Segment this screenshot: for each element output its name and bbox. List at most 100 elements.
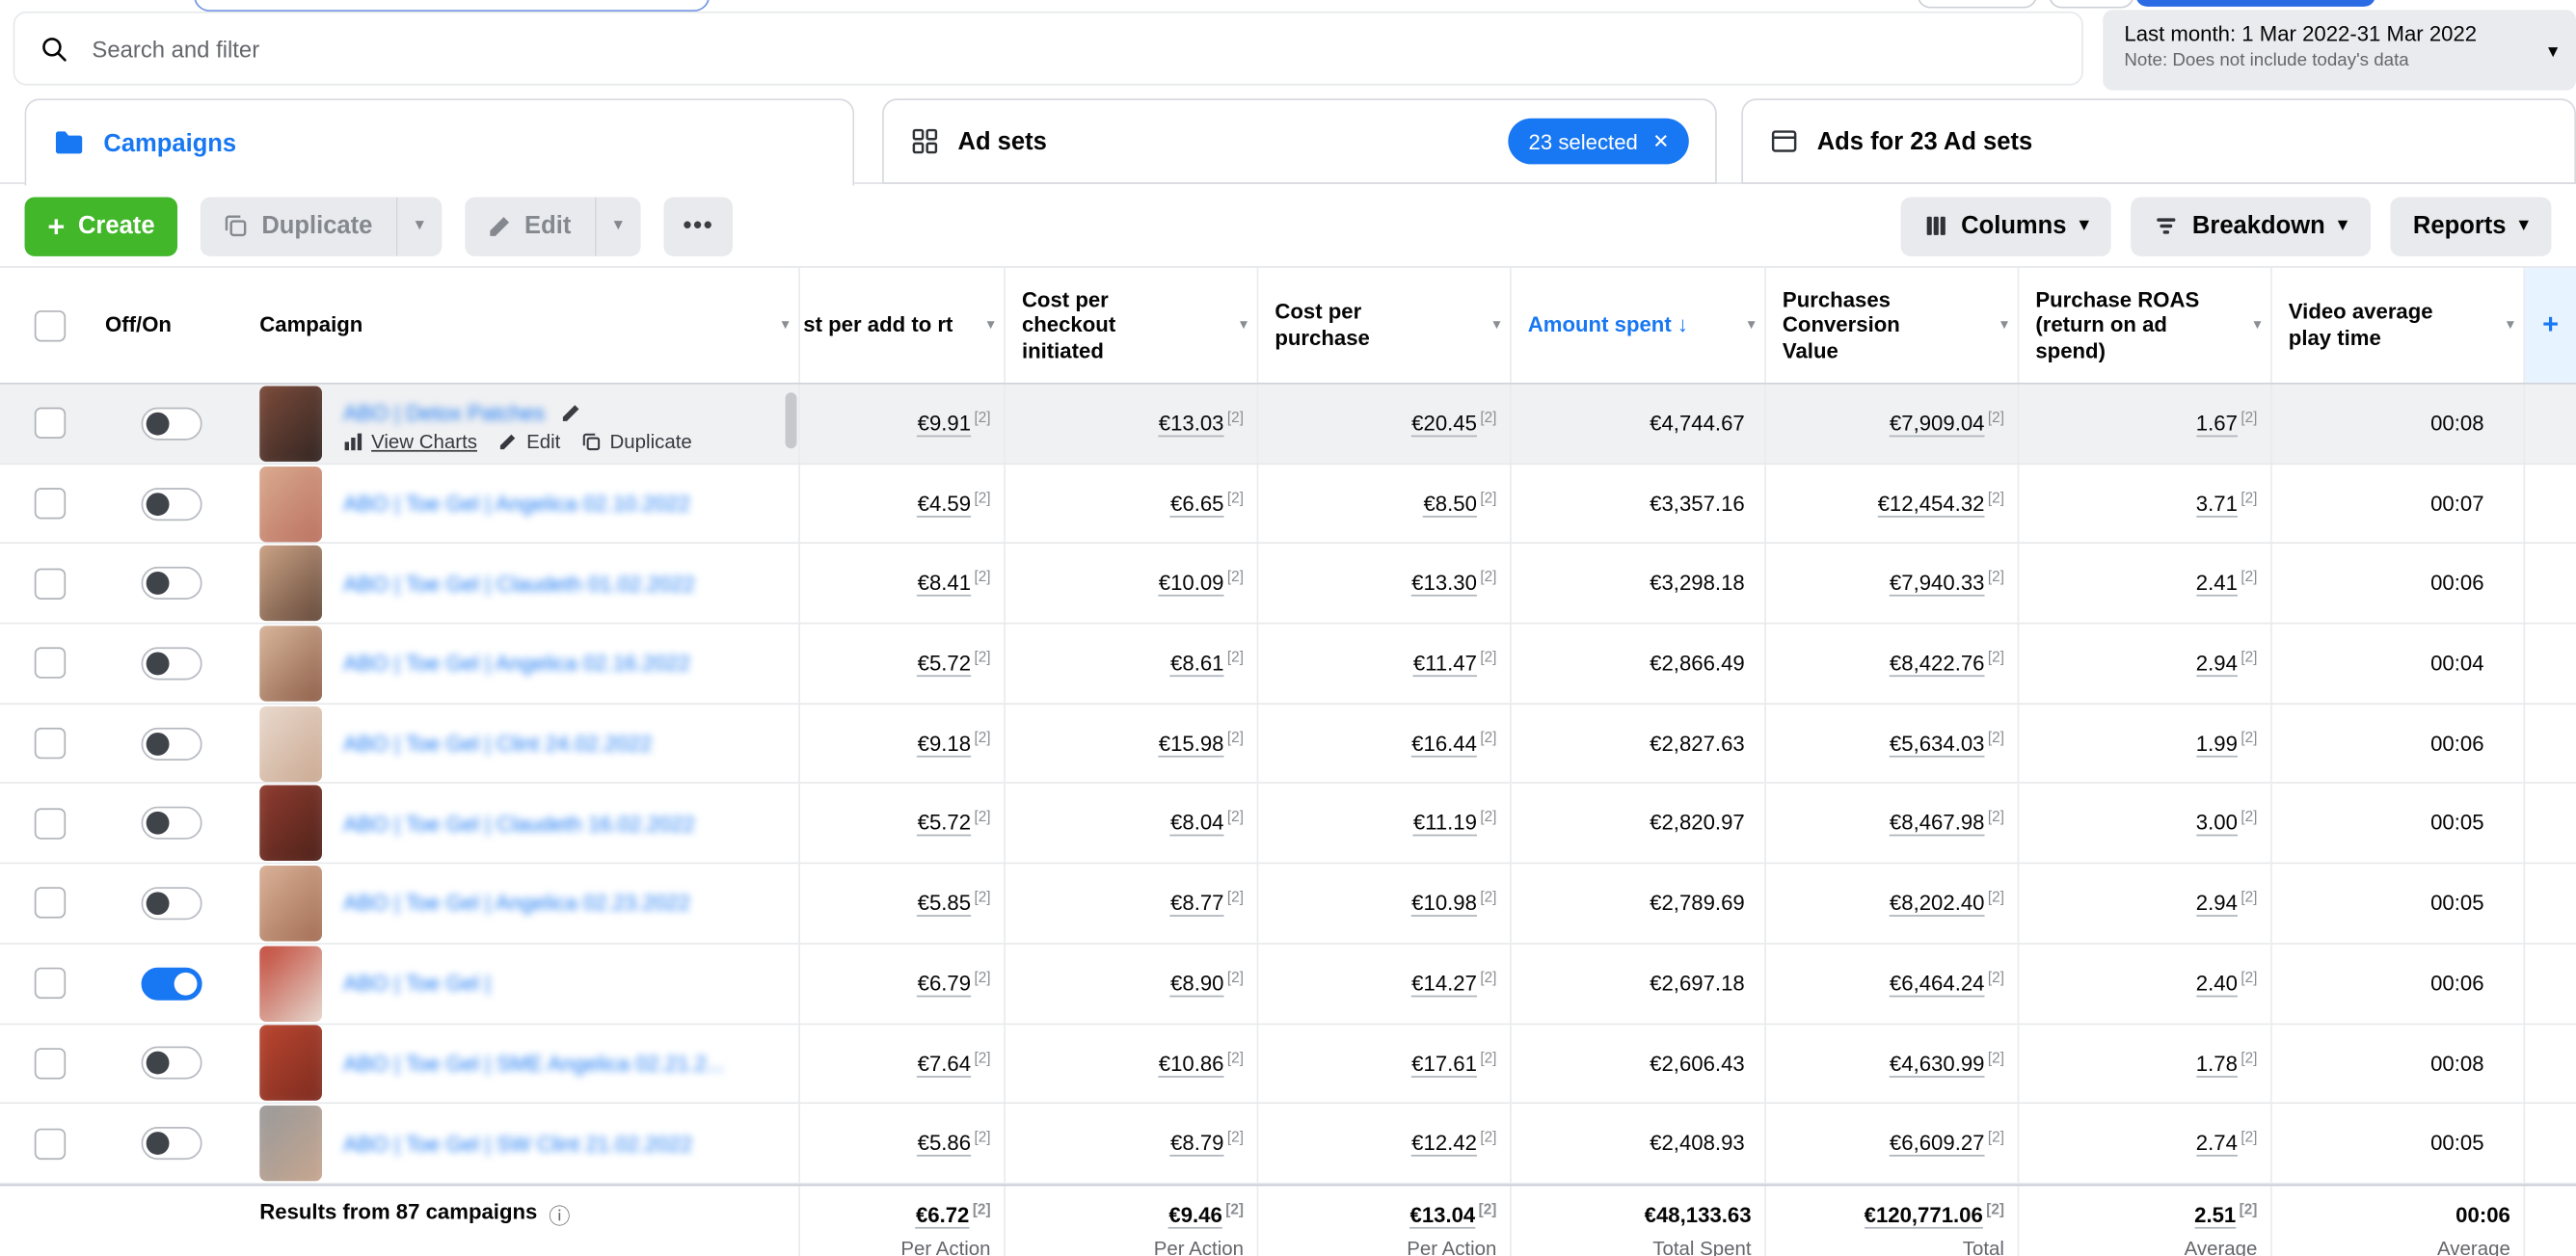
column-header-campaign[interactable]: Campaign ▼ — [243, 267, 800, 384]
sort-caret-icon[interactable]: ▼ — [1998, 317, 2011, 333]
metric-value[interactable]: €8.41 — [917, 570, 972, 598]
metric-value[interactable]: €5.72 — [917, 650, 972, 678]
tab-ads[interactable]: Ads for 23 Ad sets — [1741, 98, 2576, 184]
metric-value[interactable]: €8.90 — [1170, 970, 1224, 998]
campaign-name-link[interactable]: ABO | Toe Gel | Angelica 02.16.2022 — [343, 651, 690, 677]
add-column-header[interactable]: + — [2525, 267, 2576, 384]
column-header-purchase-roas[interactable]: Purchase ROAS (return on ad spend) ▼ — [2019, 267, 2272, 384]
metric-value[interactable]: €9.91 — [917, 411, 972, 438]
info-icon[interactable]: ⓘ — [549, 1203, 571, 1229]
column-header-cost-per-checkout[interactable]: Cost per checkout initiated ▼ — [1006, 267, 1259, 384]
metric-value[interactable]: 3.71 — [2195, 490, 2238, 518]
metric-value[interactable]: €11.47 — [1412, 650, 1477, 678]
metric-value[interactable]: 2.41 — [2195, 570, 2238, 598]
metric-value[interactable]: €9.18 — [917, 730, 972, 758]
metric-value[interactable]: €20.45 — [1411, 411, 1477, 438]
tab-ad-sets[interactable]: Ad sets 23 selected ✕ — [882, 98, 1717, 184]
metric-value[interactable]: €6,464.24 — [1889, 970, 1985, 998]
off-on-toggle[interactable] — [140, 727, 201, 761]
sort-caret-icon[interactable]: ▼ — [983, 317, 998, 333]
clear-selection-icon[interactable]: ✕ — [1652, 129, 1670, 153]
row-checkbox[interactable] — [33, 488, 66, 520]
metric-value[interactable]: €8.77 — [1170, 890, 1224, 918]
metric-value[interactable]: €6.65 — [1170, 490, 1224, 518]
metric-value[interactable]: 1.78 — [2195, 1050, 2238, 1078]
row-checkbox[interactable] — [33, 648, 66, 680]
column-header-purchases-conversion-value[interactable]: Purchases Conversion Value ▼ — [1766, 267, 2020, 384]
select-all-checkbox[interactable] — [33, 309, 66, 341]
reports-button[interactable]: Reports ▾ — [2390, 196, 2552, 255]
row-checkbox[interactable] — [33, 1127, 66, 1160]
row-checkbox[interactable] — [33, 1047, 66, 1080]
duplicate-button[interactable]: Duplicate — [201, 196, 396, 255]
more-actions-button[interactable]: ••• — [663, 196, 734, 255]
metric-value[interactable]: €4.59 — [917, 490, 972, 518]
campaign-name-link[interactable]: ABO | Toe Gel | Claudeth 16.02.2022 — [343, 811, 695, 837]
metric-value[interactable]: €8.04 — [1170, 810, 1224, 838]
off-on-toggle[interactable] — [140, 887, 201, 921]
column-header-cost-per-purchase[interactable]: Cost per purchase ▼ — [1258, 267, 1512, 384]
metric-value[interactable]: 2.74 — [2195, 1130, 2238, 1157]
duplicate-dropdown-button[interactable]: ▾ — [395, 196, 443, 255]
metric-value[interactable]: €12.42 — [1411, 1130, 1477, 1157]
metric-value[interactable]: €10.98 — [1411, 890, 1477, 918]
create-button[interactable]: + Create — [24, 196, 178, 255]
row-checkbox[interactable] — [33, 728, 66, 760]
metric-value[interactable]: €13.30 — [1411, 570, 1477, 598]
campaign-name-link[interactable]: ABO | Toe Gel | Clint 24.02.2022 — [343, 731, 653, 757]
search-and-filter-bar[interactable]: Search and filter — [13, 11, 2083, 86]
metric-value[interactable]: €5.86 — [917, 1130, 972, 1157]
metric-value[interactable]: €7.64 — [917, 1050, 972, 1078]
sort-caret-icon[interactable]: ▼ — [2250, 317, 2265, 333]
metric-value[interactable]: €4,630.99 — [1889, 1050, 1985, 1078]
off-on-toggle[interactable] — [140, 1047, 201, 1081]
metric-value[interactable]: 1.67 — [2195, 411, 2238, 438]
metric-value[interactable]: €5.85 — [917, 890, 972, 918]
metric-value[interactable]: €15.98 — [1158, 730, 1224, 758]
metric-value[interactable]: €17.61 — [1411, 1050, 1477, 1078]
metric-value[interactable]: 1.99 — [2195, 730, 2238, 758]
metric-value[interactable]: €10.09 — [1158, 570, 1224, 598]
tab-campaigns[interactable]: Campaigns — [24, 98, 855, 186]
metric-value[interactable]: €8,422.76 — [1889, 650, 1985, 678]
campaign-name-link[interactable]: ABO | Toe Gel | SW Clint 21.02.2022 — [343, 1131, 693, 1156]
metric-value[interactable]: €8.61 — [1170, 650, 1224, 678]
off-on-toggle[interactable] — [140, 407, 201, 441]
metric-value[interactable]: €6.79 — [917, 970, 972, 998]
metric-value[interactable]: 3.00 — [2195, 810, 2238, 838]
row-checkbox[interactable] — [33, 888, 66, 920]
metric-value[interactable]: €7,909.04 — [1889, 411, 1985, 438]
metric-value[interactable]: €8,202.40 — [1889, 890, 1985, 918]
search-input[interactable]: Search and filter — [92, 35, 260, 62]
columns-button[interactable]: Columns ▾ — [1900, 196, 2112, 255]
row-checkbox[interactable] — [33, 808, 66, 840]
campaign-name-link[interactable]: ABO | Toe Gel | Angelica 02.23.2022 — [343, 891, 690, 916]
off-on-toggle[interactable] — [140, 967, 201, 1001]
metric-value[interactable]: 2.94 — [2195, 650, 2238, 678]
date-range-picker[interactable]: Last month: 1 Mar 2022-31 Mar 2022 Note:… — [2103, 10, 2576, 91]
off-on-toggle[interactable] — [140, 647, 201, 681]
metric-value[interactable]: €16.44 — [1411, 730, 1477, 758]
sort-caret-icon[interactable]: ▼ — [1489, 317, 1504, 333]
metric-value[interactable]: €12,454.32 — [1877, 490, 1985, 518]
metric-value[interactable]: €11.19 — [1412, 810, 1477, 838]
campaign-name-link[interactable]: ABO | Toe Gel | — [343, 971, 491, 996]
metric-value[interactable]: €6,609.27 — [1889, 1130, 1985, 1157]
breakdown-button[interactable]: Breakdown ▾ — [2131, 196, 2371, 255]
sort-caret-icon[interactable]: ▼ — [1744, 317, 1758, 333]
sort-caret-icon[interactable]: ▼ — [2504, 317, 2517, 333]
off-on-toggle[interactable] — [140, 1127, 201, 1161]
column-header-cost-per-add-to-cart[interactable]: st per add to rt ▼ — [800, 267, 1006, 384]
scrollbar-thumb[interactable] — [785, 392, 797, 449]
campaign-name-link[interactable]: ABO | Toe Gel | Claudeth 01.02.2022 — [343, 571, 695, 597]
metric-value[interactable]: €13.03 — [1158, 411, 1224, 438]
campaign-name-link[interactable]: ABO | Detox Patches — [343, 401, 546, 426]
metric-value[interactable]: 2.40 — [2195, 970, 2238, 998]
metric-value[interactable]: €5.72 — [917, 810, 972, 838]
view-charts-button[interactable]: View Charts — [343, 431, 477, 454]
metric-value[interactable]: €7,940.33 — [1889, 570, 1985, 598]
row-checkbox[interactable] — [33, 568, 66, 600]
column-header-amount-spent[interactable]: Amount spent ↓ ▼ — [1512, 267, 1766, 384]
row-duplicate-button[interactable]: Duplicate — [582, 431, 692, 454]
edit-button[interactable]: Edit — [465, 196, 595, 255]
